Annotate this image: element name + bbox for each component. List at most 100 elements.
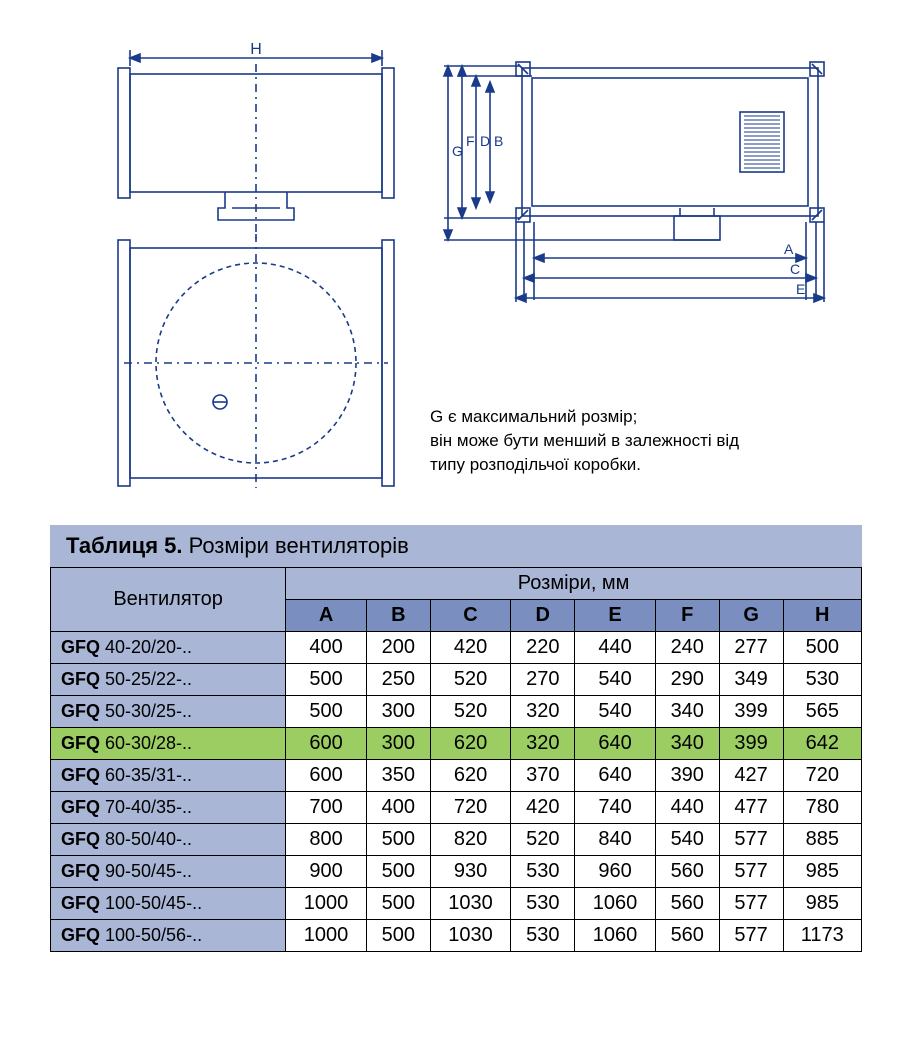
model-cell: GFQ 80-50/40-.. xyxy=(51,824,286,856)
model-suffix: 90-50/45-.. xyxy=(100,861,192,881)
model-cell: GFQ 50-25/22-.. xyxy=(51,664,286,696)
dim-label-H: H xyxy=(250,41,262,58)
housing-outline xyxy=(522,68,818,216)
value-cell: 520 xyxy=(430,696,511,728)
model-prefix: GFQ xyxy=(61,733,100,753)
value-cell: 250 xyxy=(366,664,430,696)
value-cell: 1030 xyxy=(430,888,511,920)
dim-label-F: F xyxy=(466,133,475,149)
value-cell: 530 xyxy=(511,888,575,920)
value-cell: 350 xyxy=(366,760,430,792)
value-cell: 440 xyxy=(655,792,719,824)
dim-label-E: E xyxy=(796,281,805,297)
value-cell: 340 xyxy=(655,696,719,728)
value-cell: 960 xyxy=(575,856,656,888)
table-title-bar: Таблиця 5. Розміри вентиляторів xyxy=(50,525,862,567)
value-cell: 530 xyxy=(783,664,861,696)
col-G: G xyxy=(719,600,783,632)
value-cell: 820 xyxy=(430,824,511,856)
value-cell: 290 xyxy=(655,664,719,696)
side-and-front-view-svg: H xyxy=(50,40,410,490)
model-suffix: 50-30/25-.. xyxy=(100,701,192,721)
value-cell: 400 xyxy=(366,792,430,824)
model-cell: GFQ 60-30/28-.. xyxy=(51,728,286,760)
model-prefix: GFQ xyxy=(61,861,100,881)
value-cell: 565 xyxy=(783,696,861,728)
value-cell: 900 xyxy=(286,856,367,888)
value-cell: 500 xyxy=(366,920,430,952)
table-row: GFQ 100-50/45-..100050010305301060560577… xyxy=(51,888,862,920)
header-dimensions: Розміри, мм xyxy=(286,568,862,600)
model-suffix: 60-30/28-.. xyxy=(100,733,192,753)
note-line3: типу розподільчої коробки. xyxy=(430,455,641,474)
col-E: E xyxy=(575,600,656,632)
value-cell: 540 xyxy=(575,696,656,728)
value-cell: 390 xyxy=(655,760,719,792)
value-cell: 1173 xyxy=(783,920,861,952)
value-cell: 1060 xyxy=(575,920,656,952)
table-title-rest: Розміри вентиляторів xyxy=(183,533,409,558)
front-view xyxy=(118,234,394,488)
value-cell: 300 xyxy=(366,696,430,728)
model-suffix: 70-40/35-.. xyxy=(100,797,192,817)
value-cell: 370 xyxy=(511,760,575,792)
model-prefix: GFQ xyxy=(61,829,100,849)
value-cell: 200 xyxy=(366,632,430,664)
col-C: C xyxy=(430,600,511,632)
table-row: GFQ 60-35/31-..600350620370640390427720 xyxy=(51,760,862,792)
col-H: H xyxy=(783,600,861,632)
value-cell: 560 xyxy=(655,856,719,888)
side-view xyxy=(118,64,394,240)
table-row: GFQ 80-50/40-..800500820520840540577885 xyxy=(51,824,862,856)
value-cell: 270 xyxy=(511,664,575,696)
dim-label-C: C xyxy=(790,261,800,277)
dimension-note: G є максимальний розмір; він може бути м… xyxy=(430,405,862,476)
model-prefix: GFQ xyxy=(61,925,100,945)
value-cell: 440 xyxy=(575,632,656,664)
model-cell: GFQ 70-40/35-.. xyxy=(51,792,286,824)
value-cell: 577 xyxy=(719,824,783,856)
dim-label-D: D xyxy=(480,133,490,149)
value-cell: 400 xyxy=(286,632,367,664)
table-row: GFQ 70-40/35-..700400720420740440477780 xyxy=(51,792,862,824)
value-cell: 240 xyxy=(655,632,719,664)
value-cell: 300 xyxy=(366,728,430,760)
table-row: GFQ 40-20/20-..400200420220440240277500 xyxy=(51,632,862,664)
col-A: A xyxy=(286,600,367,632)
model-cell: GFQ 50-30/25-.. xyxy=(51,696,286,728)
dim-label-A: A xyxy=(784,241,794,257)
value-cell: 740 xyxy=(575,792,656,824)
value-cell: 500 xyxy=(366,856,430,888)
note-line2: він може бути менший в залежності від xyxy=(430,431,739,450)
value-cell: 500 xyxy=(783,632,861,664)
diagram-top-view-and-note: B D F G xyxy=(430,40,862,495)
value-cell: 985 xyxy=(783,856,861,888)
header-fan: Вентилятор xyxy=(51,568,286,632)
value-cell: 340 xyxy=(655,728,719,760)
value-cell: 349 xyxy=(719,664,783,696)
model-prefix: GFQ xyxy=(61,669,100,689)
value-cell: 540 xyxy=(655,824,719,856)
table-row: GFQ 90-50/45-..900500930530960560577985 xyxy=(51,856,862,888)
value-cell: 320 xyxy=(511,728,575,760)
value-cell: 780 xyxy=(783,792,861,824)
value-cell: 220 xyxy=(511,632,575,664)
table-body: GFQ 40-20/20-..400200420220440240277500G… xyxy=(51,632,862,952)
model-prefix: GFQ xyxy=(61,765,100,785)
value-cell: 500 xyxy=(366,824,430,856)
value-cell: 1060 xyxy=(575,888,656,920)
table-title-bold: Таблиця 5. xyxy=(66,533,183,558)
model-cell: GFQ 100-50/56-.. xyxy=(51,920,286,952)
diagram-left-views: H xyxy=(50,40,410,495)
value-cell: 520 xyxy=(430,664,511,696)
model-suffix: 50-25/22-.. xyxy=(100,669,192,689)
value-cell: 577 xyxy=(719,888,783,920)
model-cell: GFQ 100-50/45-.. xyxy=(51,888,286,920)
value-cell: 600 xyxy=(286,728,367,760)
value-cell: 885 xyxy=(783,824,861,856)
value-cell: 399 xyxy=(719,696,783,728)
model-prefix: GFQ xyxy=(61,701,100,721)
note-line1: G є максимальний розмір; xyxy=(430,407,637,426)
model-cell: GFQ 90-50/45-.. xyxy=(51,856,286,888)
col-B: B xyxy=(366,600,430,632)
